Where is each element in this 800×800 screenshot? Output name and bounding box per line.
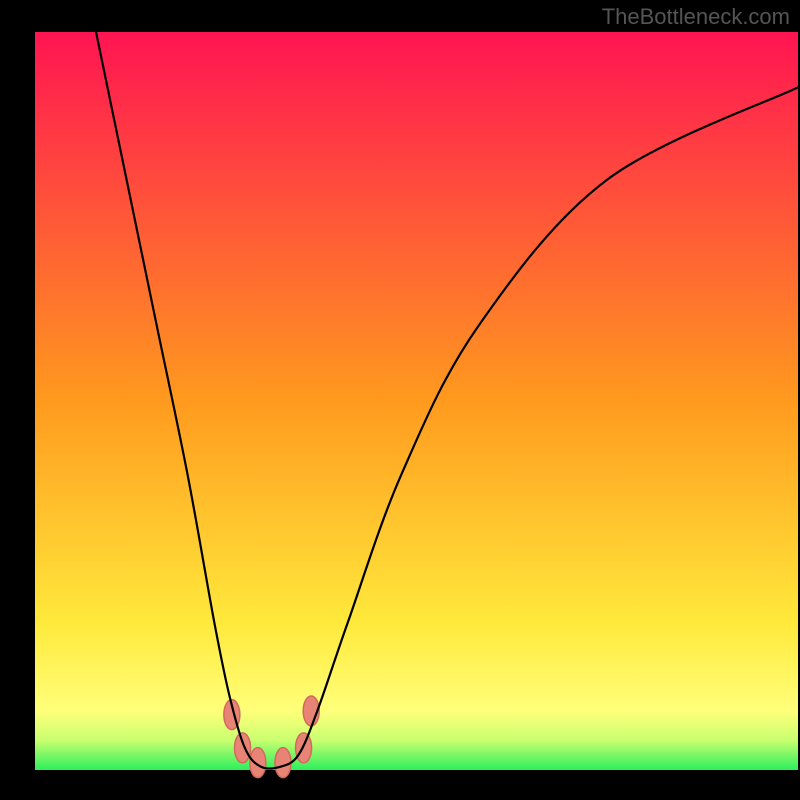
plot-gradient-area xyxy=(35,32,798,770)
watermark-text: TheBottleneck.com xyxy=(602,4,790,30)
chart-container: TheBottleneck.com xyxy=(0,0,800,800)
